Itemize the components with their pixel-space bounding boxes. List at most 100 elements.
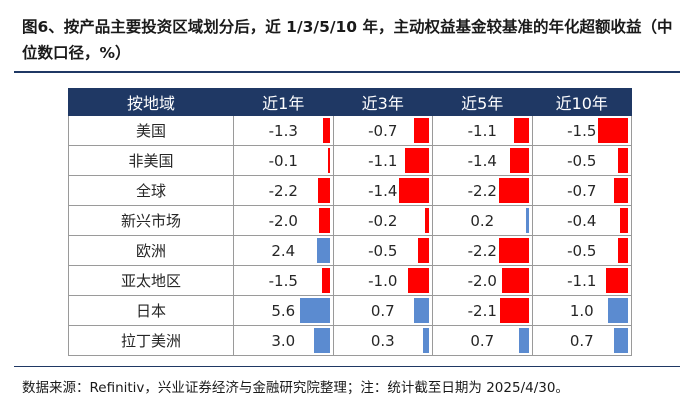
cell-10y: -0.7: [531, 175, 632, 206]
negative-bar-10y: [618, 148, 628, 173]
value-label: -0.5: [567, 241, 597, 260]
cell-3y: -1.0: [332, 265, 433, 296]
cell-1y: 5.6: [233, 295, 334, 326]
value-label: -2.2: [467, 181, 497, 200]
positive-bar-10y: [614, 328, 628, 353]
cell-10y: -0.4: [531, 205, 632, 236]
cell-5y: -1.4: [432, 145, 533, 176]
value-label: 0.2: [470, 211, 495, 230]
cell-1y: -1.5: [233, 265, 334, 296]
cell-1y: -1.3: [233, 115, 334, 146]
value-label: -2.1: [467, 301, 497, 320]
table-row: 新兴市场 -2.0 -0.2 0.2 -0.4: [68, 205, 632, 236]
footnote: 数据来源：Refinitiv，兴业证券经济与金融研究院整理；注：统计截至日期为 …: [22, 380, 569, 396]
cell-5y: -1.1: [432, 115, 533, 146]
cell-5y: -2.0: [432, 265, 533, 296]
value-label: -1.4: [368, 181, 398, 200]
cell-3y: -0.7: [332, 115, 433, 146]
value-label: -0.2: [368, 211, 398, 230]
cell-5y: -2.1: [432, 295, 533, 326]
region-label: 美国: [68, 115, 234, 146]
negative-bar-5y: [498, 178, 529, 203]
negative-bar-10y: [618, 238, 628, 263]
table-row: 非美国 -0.1 -1.1 -1.4 -0.5: [68, 145, 632, 176]
negative-bar-3y: [408, 268, 429, 293]
header-row: 按地域 近1年 近3年 近5年 近10年: [68, 88, 632, 116]
table-row: 全球 -2.2 -1.4 -2.2 -0.7: [68, 175, 632, 206]
negative-bar-10y: [614, 178, 628, 203]
table-row: 日本 5.6 0.7 -2.1 1.0: [68, 295, 632, 326]
cell-1y: 3.0: [233, 325, 334, 356]
negative-bar-3y: [425, 208, 429, 233]
table-row: 欧洲 2.4 -0.5 -2.2 -0.5: [68, 235, 632, 266]
header-region: 按地域: [68, 88, 234, 116]
negative-bar-10y: [598, 118, 628, 143]
value-label: -0.5: [567, 151, 597, 170]
cell-3y: -1.4: [332, 175, 433, 206]
value-label: -1.5: [567, 121, 597, 140]
positive-bar-1y: [313, 328, 330, 353]
negative-bar-1y: [317, 178, 330, 203]
region-label: 全球: [68, 175, 234, 206]
value-label: -0.5: [368, 241, 398, 260]
value-label: -1.1: [467, 121, 497, 140]
value-label: -2.2: [467, 241, 497, 260]
value-label: -1.1: [567, 271, 597, 290]
value-label: 0.3: [370, 331, 395, 350]
cell-1y: -2.0: [233, 205, 334, 236]
cell-3y: 0.3: [332, 325, 433, 356]
value-label: 1.0: [569, 301, 594, 320]
value-label: 0.7: [470, 331, 495, 350]
value-label: -0.7: [368, 121, 398, 140]
negative-bar-1y: [322, 118, 330, 143]
region-label: 新兴市场: [68, 205, 234, 236]
cell-5y: -2.2: [432, 235, 533, 266]
table-row: 拉丁美洲 3.0 0.3 0.7 0.7: [68, 325, 632, 356]
cell-10y: -0.5: [531, 235, 632, 266]
negative-bar-5y: [513, 118, 529, 143]
header-3y: 近3年: [332, 88, 433, 116]
negative-bar-10y: [606, 268, 628, 293]
value-label: -1.4: [467, 151, 497, 170]
positive-bar-10y: [608, 298, 628, 323]
figure-title: 图6、按产品主要投资区域划分后，近 1/3/5/10 年，主动权益基金较基准的年…: [22, 18, 673, 62]
positive-bar-1y: [316, 238, 330, 263]
region-label: 非美国: [68, 145, 234, 176]
value-label: 0.7: [569, 331, 594, 350]
cell-3y: -0.2: [332, 205, 433, 236]
positive-bar-3y: [414, 298, 429, 323]
negative-bar-5y: [509, 148, 529, 173]
cell-3y: -1.1: [332, 145, 433, 176]
cell-10y: -1.1: [531, 265, 632, 296]
value-label: -1.0: [368, 271, 398, 290]
table-row: 亚太地区 -1.5 -1.0 -2.0 -1.1: [68, 265, 632, 296]
negative-bar-3y: [418, 238, 429, 263]
cell-10y: 1.0: [531, 295, 632, 326]
negative-bar-5y: [501, 268, 529, 293]
header-10y: 近10年: [531, 88, 632, 116]
cell-1y: -0.1: [233, 145, 334, 176]
negative-bar-1y: [321, 268, 330, 293]
negative-bar-3y: [405, 148, 429, 173]
value-label: -0.4: [567, 211, 597, 230]
cell-3y: -0.5: [332, 235, 433, 266]
positive-bar-1y: [299, 298, 330, 323]
header-5y: 近5年: [432, 88, 533, 116]
value-label: -0.1: [268, 151, 298, 170]
positive-bar-3y: [423, 328, 429, 353]
value-label: -2.0: [467, 271, 497, 290]
region-label: 日本: [68, 295, 234, 326]
positive-bar-5y: [518, 328, 529, 353]
region-label: 亚太地区: [68, 265, 234, 296]
title-rule: [14, 71, 680, 73]
negative-bar-10y: [620, 208, 628, 233]
region-label: 拉丁美洲: [68, 325, 234, 356]
value-label: 5.6: [271, 301, 296, 320]
cell-10y: 0.7: [531, 325, 632, 356]
value-label: 3.0: [271, 331, 296, 350]
header-1y: 近1年: [233, 88, 334, 116]
cell-1y: 2.4: [233, 235, 334, 266]
table-body: 美国 -1.3 -0.7 -1.1 -1.5 非美国 -0.1 -1.1 -1.4 -0.5 全球 -…: [68, 115, 632, 356]
cell-3y: 0.7: [332, 295, 433, 326]
value-label: 2.4: [271, 241, 296, 260]
